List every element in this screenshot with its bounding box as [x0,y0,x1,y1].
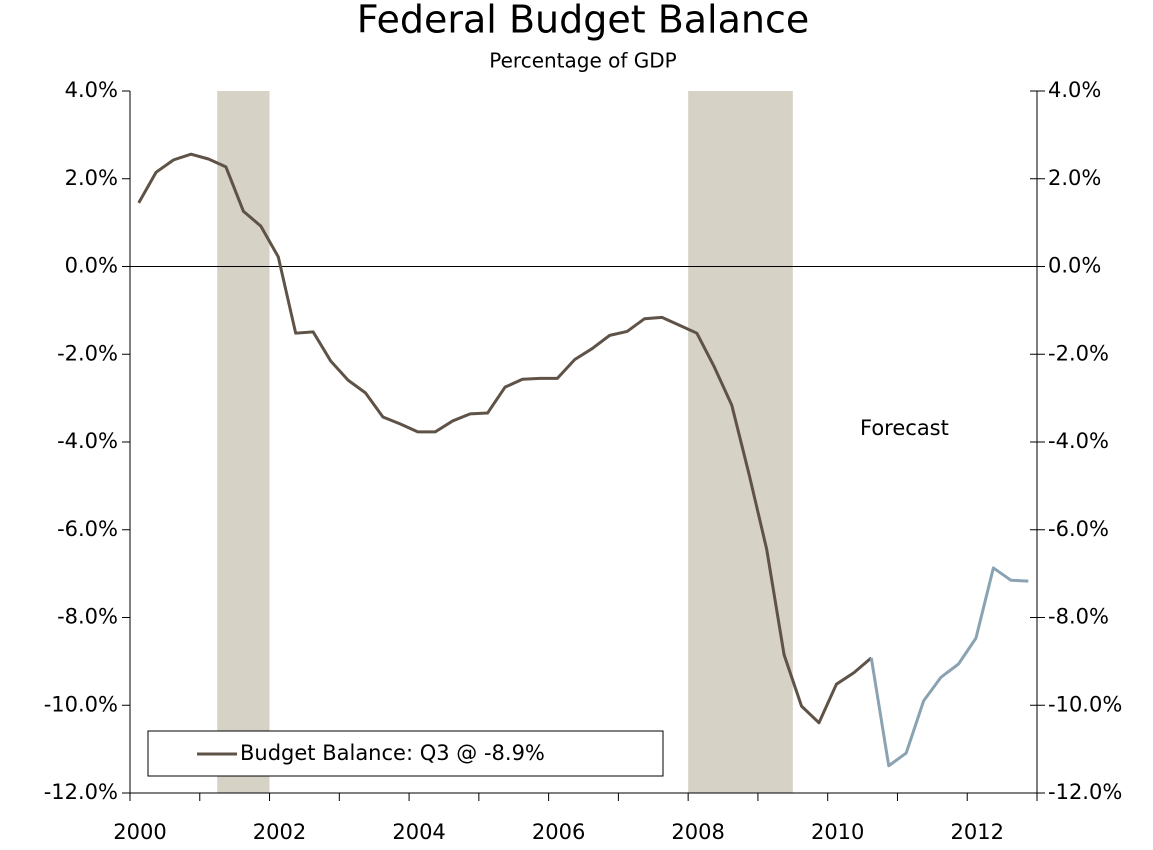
y-tick-label: -8.0% [57,605,118,629]
y-tick-label: -10.0% [44,692,118,716]
series-line [137,152,873,725]
y2-tick-label: -6.0% [1048,517,1109,541]
x-tick-label: 2002 [253,820,306,844]
y2-tick-label: -12.0% [1048,780,1122,804]
recession-shade [217,91,270,793]
y2-tick-label: 4.0% [1048,78,1101,102]
y-tick-label: -6.0% [57,517,118,541]
y-tick-label: 0.0% [65,254,118,278]
chart-subtitle: Percentage of GDP [489,49,676,73]
y-tick-label: -12.0% [44,780,118,804]
x-tick-label: 2012 [951,820,1004,844]
y-tick-label: 4.0% [65,78,118,102]
x-tick-label: 2004 [392,820,445,844]
y2-tick-label: -4.0% [1048,429,1109,453]
y2-tick-label: -10.0% [1048,692,1122,716]
annotation: Forecast [860,416,949,440]
chart-title: Federal Budget Balance [357,0,810,42]
y-tick-label: -4.0% [57,429,118,453]
x-tick-label: 2010 [811,820,864,844]
y-tick-label: 2.0% [65,166,118,190]
legend-label: Budget Balance: Q3 @ -8.9% [240,741,545,765]
y2-tick-label: -2.0% [1048,341,1109,365]
series-line [869,566,1029,768]
x-tick-label: 2000 [113,820,166,844]
y2-tick-label: 0.0% [1048,254,1101,278]
y2-tick-label: 2.0% [1048,166,1101,190]
x-tick-label: 2006 [532,820,585,844]
y-tick-label: -2.0% [57,341,118,365]
y2-tick-label: -8.0% [1048,605,1109,629]
x-tick-label: 2008 [671,820,724,844]
